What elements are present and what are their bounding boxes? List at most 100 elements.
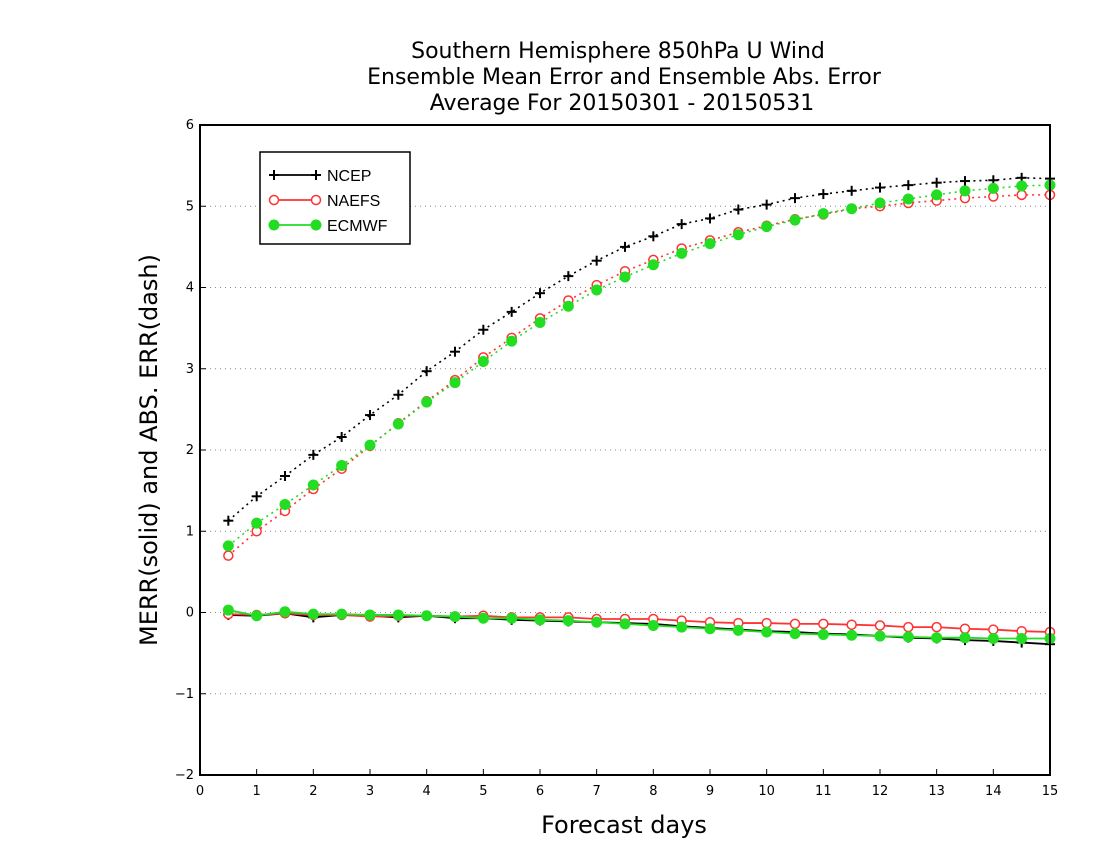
- ecmwf-abs-err-point: [959, 185, 971, 197]
- ecmwf-abs-err-point: [222, 540, 234, 552]
- ncep-abs-err-point: [818, 189, 829, 200]
- ncep-abs-err-point: [875, 182, 885, 193]
- naefs-merr-point: [846, 619, 857, 630]
- y-tick-label: −2: [175, 768, 194, 783]
- title-line-1: Southern Hemisphere 850hPa U Wind: [411, 39, 825, 64]
- naefs-merr-point: [903, 621, 914, 633]
- ncep-abs-err-point: [450, 346, 460, 357]
- ncep-abs-err-point: [676, 219, 687, 230]
- ecmwf-abs-err-point: [307, 479, 319, 491]
- ncep-abs-err-point: [931, 177, 942, 188]
- ncep-abs-err-point: [506, 306, 517, 317]
- ecmwf-abs-err-point: [477, 355, 489, 367]
- ncep-abs-err-point: [223, 515, 234, 526]
- legend-item-ecmwf: ECMWF: [268, 218, 388, 235]
- ecmwf-merr-line: [228, 609, 1050, 640]
- ecmwf-merr-point: [987, 633, 999, 644]
- ncep-abs-err-point: [620, 241, 630, 252]
- ecmwf-abs-err-line: [227, 184, 1051, 547]
- ecmwf-abs-err-point: [591, 284, 603, 296]
- ecmwf-abs-err-point: [506, 335, 518, 347]
- x-tick-label: 12: [872, 784, 889, 799]
- ncep-abs-err-point: [960, 176, 970, 187]
- ecmwf-merr-point: [874, 630, 886, 642]
- ecmwf-merr-point: [931, 632, 943, 644]
- ecmwf-abs-err-point: [931, 189, 943, 201]
- naefs-merr-point: [818, 618, 829, 630]
- x-tick-label: 4: [423, 784, 431, 799]
- ncep-abs-err-point: [648, 231, 659, 242]
- legend-marker: [269, 170, 279, 180]
- ncep-abs-err-point: [761, 199, 772, 210]
- legend-marker: [268, 219, 280, 231]
- ncep-abs-err-point: [563, 271, 574, 282]
- x-tick-label: 1: [253, 784, 261, 799]
- x-tick-label: 2: [309, 784, 317, 799]
- ecmwf-abs-err-point: [534, 316, 546, 328]
- chart-title: Southern Hemisphere 850hPa U Wind Ensemb…: [367, 39, 882, 116]
- legend-marker: [268, 194, 280, 206]
- naefs-merr-point: [761, 617, 772, 629]
- ecmwf-merr-point: [279, 606, 291, 618]
- ecmwf-abs-err-point: [732, 229, 744, 241]
- ecmwf-merr-point: [676, 621, 688, 633]
- ecmwf-abs-err-point: [392, 418, 404, 430]
- series-naefs: [223, 189, 1056, 638]
- ecmwf-abs-err-point: [619, 271, 631, 283]
- legend-marker: [310, 194, 322, 206]
- ncep-abs-err-point: [336, 432, 347, 442]
- ecmwf-merr-point: [902, 631, 914, 643]
- ecmwf-merr-point: [1016, 633, 1028, 644]
- ecmwf-merr-point: [789, 628, 801, 640]
- ecmwf-abs-err-point: [421, 396, 433, 408]
- ecmwf-abs-err-point: [336, 459, 348, 471]
- ecmwf-abs-err-point: [987, 182, 999, 194]
- ecmwf-merr-point: [846, 629, 858, 641]
- ecmwf-merr-point: [251, 610, 263, 622]
- ecmwf-abs-err-point: [704, 238, 716, 250]
- legend-item-naefs: NAEFS: [268, 193, 380, 210]
- naefs-merr-point: [874, 620, 886, 631]
- ecmwf-merr-point: [704, 623, 716, 635]
- ncep-abs-err-point: [903, 180, 914, 191]
- naefs-abs-err-point: [223, 550, 234, 561]
- ecmwf-abs-err-point: [251, 517, 263, 529]
- ncep-abs-err-point: [705, 213, 715, 224]
- ncep-abs-err-point: [591, 255, 602, 266]
- ecmwf-merr-point: [619, 618, 631, 630]
- ecmwf-abs-err-point: [789, 214, 801, 226]
- ncep-abs-err-point: [733, 204, 744, 215]
- ecmwf-merr-point: [506, 612, 518, 624]
- series-ecmwf: [222, 179, 1056, 644]
- x-tick-label: 0: [196, 784, 204, 799]
- ecmwf-merr-point: [562, 615, 574, 627]
- ncep-merr-line: [228, 612, 1051, 646]
- ecmwf-merr-point: [732, 624, 744, 636]
- ecmwf-merr-point: [364, 609, 376, 621]
- x-tick-label: 13: [928, 784, 945, 799]
- ecmwf-merr-point: [392, 609, 404, 621]
- naefs-merr-point: [789, 618, 801, 630]
- ncep-abs-err-point: [308, 449, 319, 460]
- ecmwf-abs-err-point: [874, 197, 886, 209]
- naefs-merr-point: [988, 624, 999, 635]
- ecmwf-abs-err-point: [647, 259, 659, 271]
- title-line-3: Average For 20150301 - 20150531: [430, 91, 815, 116]
- ecmwf-abs-err-point: [279, 498, 291, 510]
- ecmwf-merr-point: [817, 628, 829, 640]
- gridlines: [200, 205, 1050, 695]
- ncep-abs-err-point: [393, 389, 404, 400]
- naefs-merr-point: [959, 623, 971, 634]
- ecmwf-merr-point: [307, 608, 319, 620]
- ecmwf-merr-point: [761, 626, 773, 638]
- y-tick-label: 2: [186, 443, 194, 458]
- x-axis-title: Forecast days: [541, 811, 707, 839]
- x-tick-label: 8: [649, 784, 657, 799]
- legend-marker: [311, 170, 321, 180]
- ecmwf-merr-point: [477, 612, 489, 624]
- ncep-abs-err-point: [790, 193, 800, 204]
- x-tick-label: 14: [985, 784, 1002, 799]
- x-tick-label: 15: [1042, 784, 1059, 799]
- ncep-abs-err-point: [365, 410, 375, 421]
- x-tick-label: 7: [593, 784, 601, 799]
